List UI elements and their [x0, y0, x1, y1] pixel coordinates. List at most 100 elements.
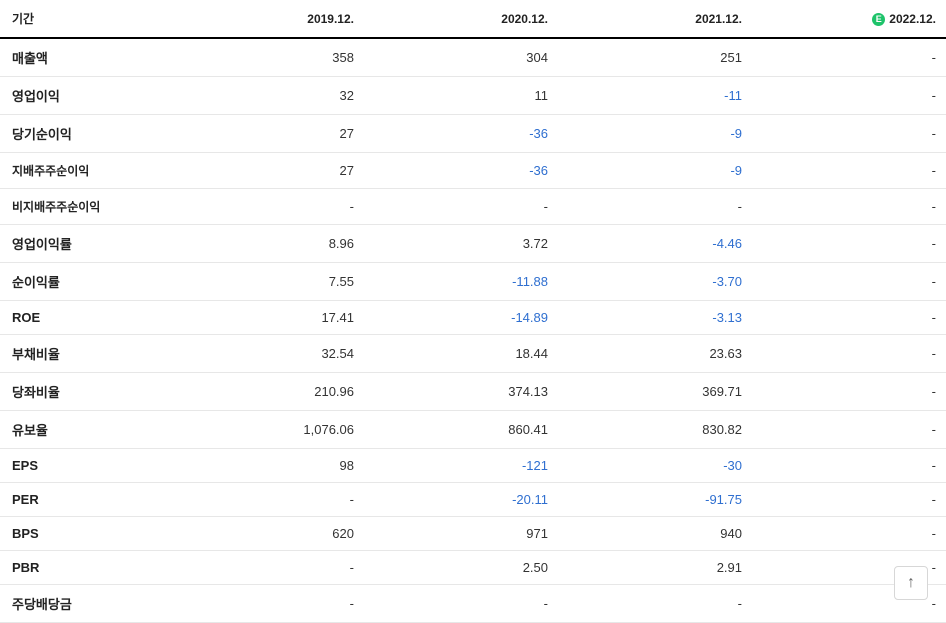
cell-value: 32.54 [170, 335, 364, 373]
table-row: 주당배당금---- [0, 585, 946, 623]
cell-value: -91.75 [558, 483, 752, 517]
header-period: E2022.12. [752, 0, 946, 38]
cell-value: 971 [364, 517, 558, 551]
cell-value: 374.13 [364, 373, 558, 411]
row-label: 영업이익 [0, 77, 170, 115]
cell-value: 210.96 [170, 373, 364, 411]
cell-value: - [752, 77, 946, 115]
cell-value: 27 [170, 153, 364, 189]
cell-value: -14.89 [364, 301, 558, 335]
cell-value: 2.50 [364, 551, 558, 585]
row-label: 지배주주순이익 [0, 153, 170, 189]
cell-value: 2.91 [558, 551, 752, 585]
table-row: 비지배주주순이익---- [0, 189, 946, 225]
header-period: 2020.12. [364, 0, 558, 38]
row-label: PER [0, 483, 170, 517]
table-row: 순이익률7.55-11.88-3.70- [0, 263, 946, 301]
header-period: 2021.12. [558, 0, 752, 38]
cell-value: 860.41 [364, 411, 558, 449]
financial-table: 기간2019.12.2020.12.2021.12.E2022.12. 매출액3… [0, 0, 946, 623]
cell-value: - [752, 411, 946, 449]
cell-value: -9 [558, 115, 752, 153]
table-row: 영업이익3211-11- [0, 77, 946, 115]
cell-value: 11 [364, 77, 558, 115]
cell-value: - [170, 585, 364, 623]
row-label: 당좌비율 [0, 373, 170, 411]
table-row: PBR-2.502.91- [0, 551, 946, 585]
cell-value: - [752, 373, 946, 411]
cell-value: 7.55 [170, 263, 364, 301]
cell-value: - [752, 225, 946, 263]
cell-value: - [558, 585, 752, 623]
row-label: 비지배주주순이익 [0, 189, 170, 225]
table-row: 매출액358304251- [0, 38, 946, 77]
estimate-badge-icon: E [872, 13, 885, 26]
row-label: BPS [0, 517, 170, 551]
header-label: 기간 [0, 0, 170, 38]
row-label: 주당배당금 [0, 585, 170, 623]
cell-value: - [752, 335, 946, 373]
table-row: EPS98-121-30- [0, 449, 946, 483]
cell-value: -11.88 [364, 263, 558, 301]
cell-value: - [752, 153, 946, 189]
table-row: 당좌비율210.96374.13369.71- [0, 373, 946, 411]
financial-table-container: 기간2019.12.2020.12.2021.12.E2022.12. 매출액3… [0, 0, 946, 623]
cell-value: 8.96 [170, 225, 364, 263]
row-label: ROE [0, 301, 170, 335]
cell-value: -20.11 [364, 483, 558, 517]
cell-value: - [364, 189, 558, 225]
table-row: PER--20.11-91.75- [0, 483, 946, 517]
cell-value: - [752, 38, 946, 77]
cell-value: -36 [364, 153, 558, 189]
cell-value: 3.72 [364, 225, 558, 263]
table-row: 유보율1,076.06860.41830.82- [0, 411, 946, 449]
cell-value: -30 [558, 449, 752, 483]
cell-value: 32 [170, 77, 364, 115]
cell-value: 23.63 [558, 335, 752, 373]
cell-value: 1,076.06 [170, 411, 364, 449]
cell-value: - [752, 263, 946, 301]
table-row: 영업이익률8.963.72-4.46- [0, 225, 946, 263]
cell-value: - [752, 189, 946, 225]
cell-value: 358 [170, 38, 364, 77]
cell-value: - [752, 483, 946, 517]
table-row: 당기순이익27-36-9- [0, 115, 946, 153]
cell-value: -3.70 [558, 263, 752, 301]
cell-value: 18.44 [364, 335, 558, 373]
row-label: 당기순이익 [0, 115, 170, 153]
cell-value: 304 [364, 38, 558, 77]
table-row: BPS620971940- [0, 517, 946, 551]
cell-value: - [752, 517, 946, 551]
table-row: 지배주주순이익27-36-9- [0, 153, 946, 189]
cell-value: -9 [558, 153, 752, 189]
cell-value: 369.71 [558, 373, 752, 411]
cell-value: 620 [170, 517, 364, 551]
cell-value: -4.46 [558, 225, 752, 263]
row-label: PBR [0, 551, 170, 585]
cell-value: - [752, 115, 946, 153]
row-label: 영업이익률 [0, 225, 170, 263]
cell-value: -11 [558, 77, 752, 115]
row-label: 매출액 [0, 38, 170, 77]
row-label: 부채비율 [0, 335, 170, 373]
row-label: 순이익률 [0, 263, 170, 301]
cell-value: 98 [170, 449, 364, 483]
cell-value: - [364, 585, 558, 623]
table-row: 부채비율32.5418.4423.63- [0, 335, 946, 373]
table-header: 기간2019.12.2020.12.2021.12.E2022.12. [0, 0, 946, 38]
arrow-up-icon: ↑ [907, 574, 915, 592]
cell-value: - [752, 449, 946, 483]
cell-value: -3.13 [558, 301, 752, 335]
table-body: 매출액358304251-영업이익3211-11-당기순이익27-36-9-지배… [0, 38, 946, 623]
cell-value: - [752, 301, 946, 335]
cell-value: 27 [170, 115, 364, 153]
cell-value: - [170, 551, 364, 585]
cell-value: -121 [364, 449, 558, 483]
scroll-top-button[interactable]: ↑ [894, 566, 928, 600]
cell-value: - [170, 483, 364, 517]
row-label: 유보율 [0, 411, 170, 449]
table-row: ROE17.41-14.89-3.13- [0, 301, 946, 335]
header-period: 2019.12. [170, 0, 364, 38]
cell-value: -36 [364, 115, 558, 153]
cell-value: 251 [558, 38, 752, 77]
